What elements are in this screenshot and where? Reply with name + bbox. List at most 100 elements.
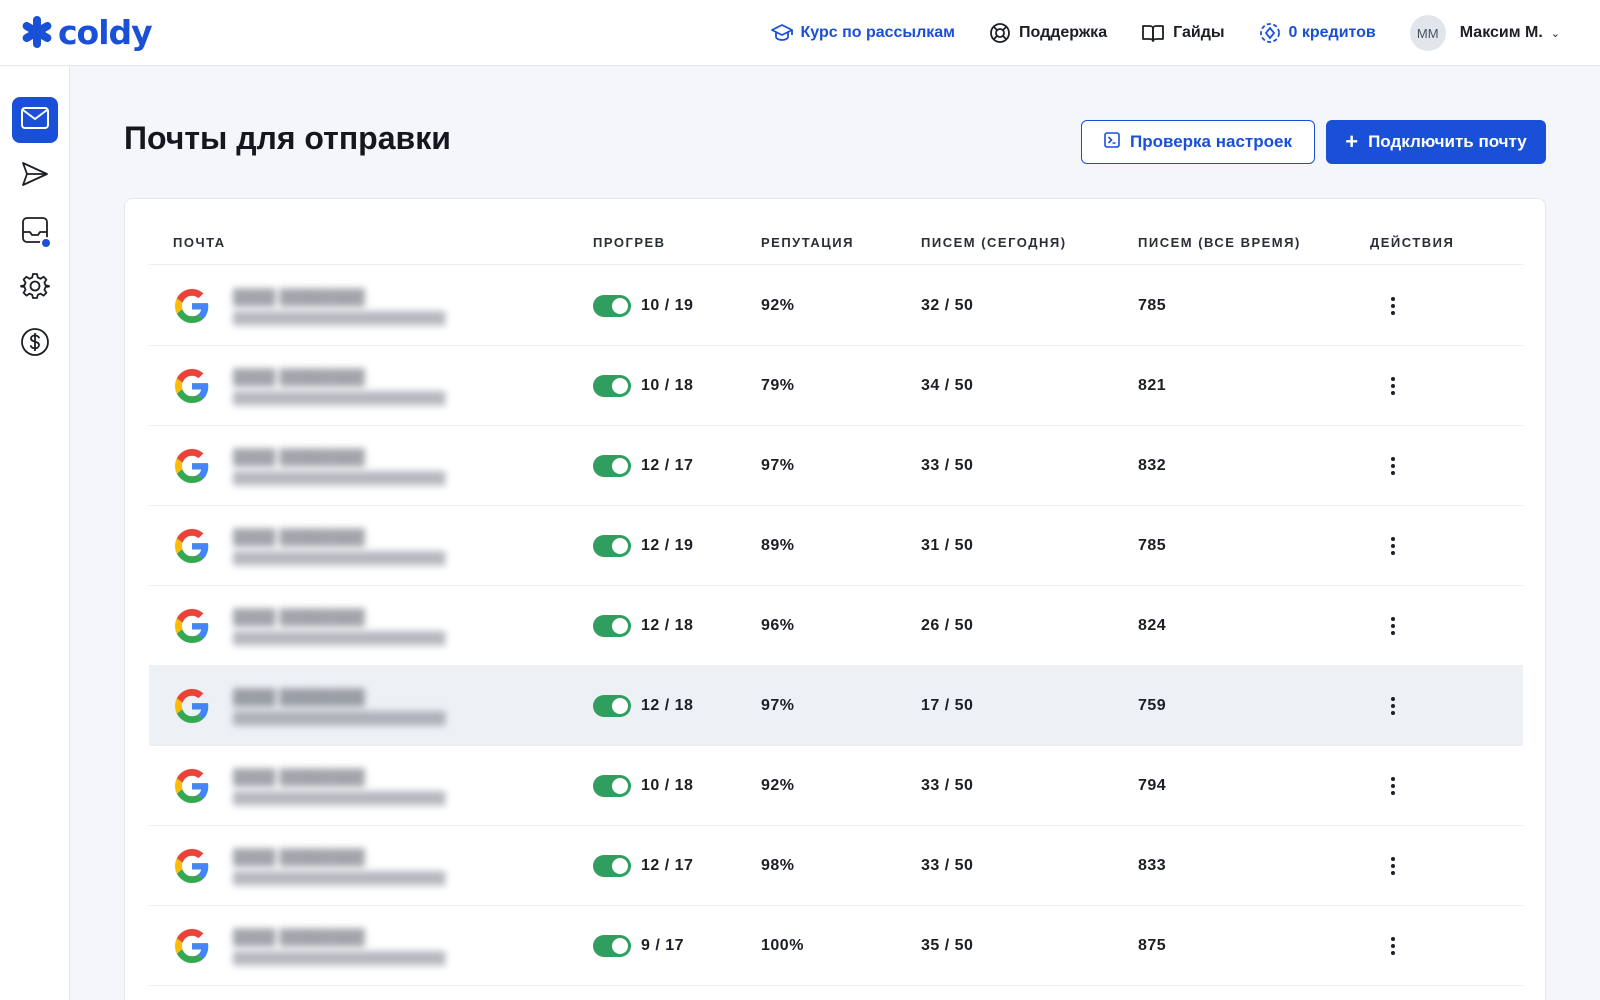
column-header-mail[interactable]: ПОЧТА (173, 235, 226, 250)
table-row[interactable]: ████ ████████ █████████████████████████ … (149, 905, 1523, 986)
chevron-down-icon: ⌄ (1550, 27, 1560, 40)
reputation-value: 100% (761, 936, 804, 954)
sent-today-value: 33 / 50 (921, 456, 974, 474)
warmup-toggle[interactable] (593, 934, 631, 957)
reputation-cell: 97% (761, 665, 795, 746)
user-menu[interactable]: MM Максим М. ⌄ (1409, 15, 1560, 51)
gear-icon (20, 271, 50, 306)
nav-support-link[interactable]: Поддержка (989, 22, 1107, 44)
sidebar-item-campaigns[interactable] (12, 153, 58, 199)
sent-total-value: 759 (1138, 696, 1167, 714)
sidebar-item-mailboxes[interactable] (12, 97, 58, 143)
logo-asterisk-icon (20, 15, 54, 49)
unread-badge (40, 237, 52, 249)
sent-total-value: 824 (1138, 616, 1167, 634)
sidebar (0, 66, 70, 1000)
reputation-value: 96% (761, 616, 795, 634)
nav-guides-link[interactable]: Гайды (1141, 23, 1225, 43)
sidebar-item-billing[interactable] (12, 321, 58, 367)
warmup-toggle[interactable] (593, 854, 631, 877)
warmup-progress: 10 / 19 (641, 296, 694, 314)
sent-today-cell: 33 / 50 (921, 425, 973, 506)
check-settings-label: Проверка настроек (1130, 132, 1292, 151)
nav-course-label: Курс по рассылкам (800, 24, 956, 41)
more-actions-icon[interactable] (1381, 451, 1405, 481)
send-icon (20, 160, 50, 193)
google-icon (175, 609, 209, 643)
reputation-value: 92% (761, 296, 795, 314)
nav-support-label: Поддержка (1019, 24, 1108, 41)
warmup-progress: 12 / 18 (641, 616, 694, 634)
credits-coin-icon (1259, 22, 1281, 44)
google-icon (175, 289, 209, 323)
sent-total-value: 785 (1138, 536, 1167, 554)
more-actions-icon[interactable] (1381, 611, 1405, 641)
warmup-cell: 12 / 17 (593, 425, 693, 506)
mailbox-account-redacted: ████ ████████ █████████████████████████ (233, 609, 446, 645)
mailbox-account-redacted: ████ ████████ █████████████████████████ (233, 289, 446, 325)
sent-today-cell: 31 / 50 (921, 505, 973, 586)
sent-total-cell: 833 (1138, 825, 1166, 906)
sent-total-value: 875 (1138, 936, 1167, 954)
google-icon (175, 929, 209, 963)
reputation-cell: 79% (761, 345, 795, 426)
sidebar-item-settings[interactable] (12, 265, 58, 311)
warmup-toggle[interactable] (593, 614, 631, 637)
more-actions-icon[interactable] (1381, 931, 1405, 961)
sent-today-value: 31 / 50 (921, 536, 974, 554)
table-row[interactable]: ████ ████████ █████████████████████████ … (149, 265, 1523, 346)
connect-mailbox-label: Подключить почту (1368, 132, 1527, 151)
warmup-toggle[interactable] (593, 774, 631, 797)
warmup-progress: 9 / 17 (641, 936, 685, 954)
plus-icon: + (1345, 129, 1359, 154)
table-row[interactable]: ████ ████████ █████████████████████████ … (149, 585, 1523, 666)
table-row[interactable]: ████ ████████ █████████████████████████ … (149, 825, 1523, 906)
table-row[interactable]: ████ ████████ █████████████████████████ … (149, 345, 1523, 426)
actions-cell (1381, 905, 1405, 986)
actions-cell (1381, 745, 1405, 826)
sent-today-cell: 32 / 50 (921, 265, 973, 346)
mailbox-account-redacted: ████ ████████ █████████████████████████ (233, 449, 446, 485)
sent-today-value: 17 / 50 (921, 696, 974, 714)
table-row[interactable]: ████ ████████ █████████████████████████ … (149, 665, 1523, 746)
column-header-sent-today[interactable]: ПИСЕМ (СЕГОДНЯ) (921, 235, 1067, 250)
column-header-warmup[interactable]: ПРОГРЕВ (593, 235, 666, 250)
mailbox-account-redacted: ████ ████████ █████████████████████████ (233, 689, 446, 725)
warmup-progress: 10 / 18 (641, 776, 694, 794)
connect-mailbox-button[interactable]: + Подключить почту (1326, 120, 1546, 164)
page-title: Почты для отправки (124, 120, 451, 156)
warmup-toggle[interactable] (593, 454, 631, 477)
table-row[interactable]: ████ ████████ █████████████████████████ … (149, 745, 1523, 826)
reputation-value: 79% (761, 376, 795, 394)
table-row[interactable]: ████ ████████ █████████████████████████ … (149, 505, 1523, 586)
nav-credits-link[interactable]: 0 кредитов (1259, 22, 1376, 44)
column-header-actions[interactable]: ДЕЙСТВИЯ (1370, 235, 1455, 250)
more-actions-icon[interactable] (1381, 291, 1405, 321)
nav-course-link[interactable]: Курс по рассылкам (770, 23, 956, 43)
more-actions-icon[interactable] (1381, 851, 1405, 881)
warmup-toggle[interactable] (593, 374, 631, 397)
warmup-toggle[interactable] (593, 694, 631, 717)
sent-today-value: 33 / 50 (921, 856, 974, 874)
table-row[interactable]: ████ ████████ █████████████████████████ … (149, 425, 1523, 506)
check-settings-button[interactable]: Проверка настроек (1081, 120, 1315, 164)
reputation-cell: 92% (761, 265, 795, 346)
column-header-reputation[interactable]: РЕПУТАЦИЯ (761, 235, 854, 250)
google-icon (175, 369, 209, 403)
more-actions-icon[interactable] (1381, 771, 1405, 801)
logo[interactable]: coldy (20, 12, 153, 52)
warmup-toggle[interactable] (593, 294, 631, 317)
warmup-cell: 12 / 18 (593, 585, 693, 666)
more-actions-icon[interactable] (1381, 531, 1405, 561)
reputation-cell: 100% (761, 905, 804, 986)
sent-total-value: 794 (1138, 776, 1167, 794)
warmup-toggle[interactable] (593, 534, 631, 557)
reputation-value: 98% (761, 856, 795, 874)
warmup-progress: 12 / 18 (641, 696, 694, 714)
user-name: Максим М. (1459, 24, 1543, 41)
sidebar-item-inbox[interactable] (12, 209, 58, 255)
warmup-cell: 10 / 19 (593, 265, 693, 346)
column-header-sent-total[interactable]: ПИСЕМ (ВСЕ ВРЕМЯ) (1138, 235, 1301, 250)
more-actions-icon[interactable] (1381, 371, 1405, 401)
more-actions-icon[interactable] (1381, 691, 1405, 721)
